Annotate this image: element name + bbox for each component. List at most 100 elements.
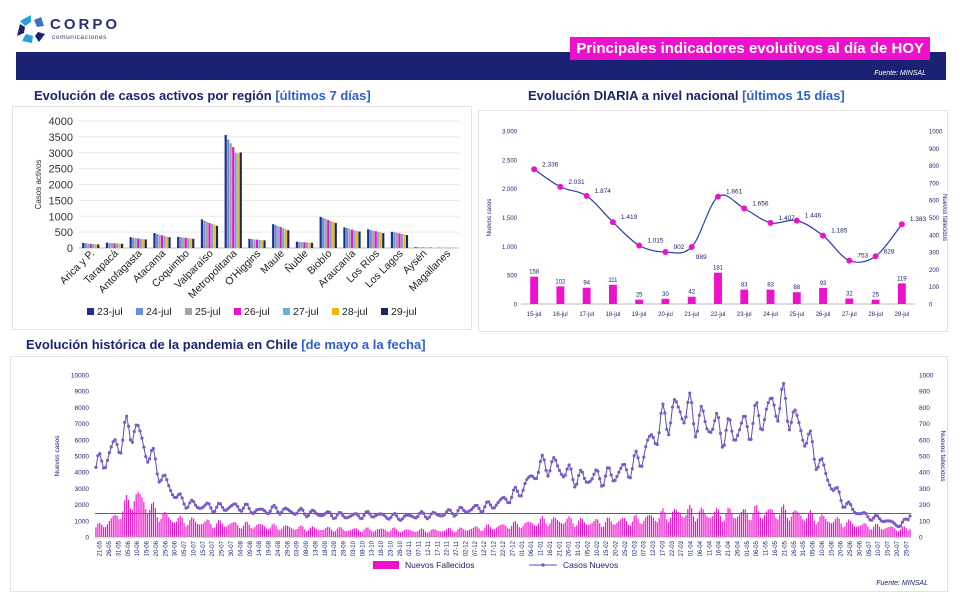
history-case-point (548, 469, 552, 473)
history-death-bar (694, 521, 697, 537)
history-death-bar (311, 526, 313, 537)
region-bar (358, 231, 361, 248)
history-death-bar (313, 527, 315, 537)
history-death-bar (396, 529, 398, 537)
region-title-accent: [últimos 7 días] (275, 88, 371, 103)
history-death-bar (482, 530, 484, 537)
history-case-point (534, 476, 539, 481)
history-death-bar (647, 515, 649, 537)
history-case-point (709, 430, 713, 434)
history-death-bar (524, 523, 526, 537)
history-death-bar (528, 521, 530, 537)
history-xtick-label: 22-11 (445, 540, 451, 556)
history-death-bar (819, 516, 821, 537)
history-y2tick-label: 0 (919, 535, 923, 542)
region-bar (382, 233, 385, 248)
history-death-bar (742, 509, 744, 537)
history-case-point (569, 467, 573, 471)
daily-case-point (583, 192, 590, 199)
region-legend-swatch (136, 308, 143, 315)
region-bar (417, 247, 420, 248)
history-death-bar (194, 521, 197, 537)
history-death-bar (779, 514, 781, 537)
history-case-point (107, 451, 111, 455)
history-case-point (760, 428, 765, 432)
history-case-point (149, 448, 154, 453)
history-case-point (849, 502, 853, 507)
history-death-bar (323, 529, 325, 537)
history-death-bar (834, 519, 836, 537)
history-death-bar (735, 518, 737, 537)
history-case-point (875, 514, 880, 518)
corpo-logo: CORPO comunicaciones (14, 12, 154, 48)
history-xtick-label: 15-07 (886, 540, 892, 556)
history-case-point (477, 506, 481, 511)
brand-name: CORPO (50, 16, 121, 33)
history-case-point (640, 464, 644, 468)
history-case-point (764, 407, 768, 411)
history-ytick-label: 3000 (75, 486, 90, 493)
history-death-bar (325, 528, 327, 537)
history-death-bar (206, 519, 208, 537)
region-bar (279, 227, 282, 248)
history-case-point (642, 455, 646, 459)
history-case-point (724, 428, 728, 432)
history-case-point (716, 416, 721, 420)
region-bar (232, 147, 235, 248)
history-death-bar (602, 526, 605, 537)
history-xtick-label: 27-12 (510, 540, 516, 556)
history-death-bar (436, 530, 438, 537)
daily-death-bar (661, 298, 670, 304)
history-case-point (513, 485, 518, 489)
daily-ytick-label: 1.000 (502, 245, 518, 251)
history-case-point (303, 512, 307, 516)
history-death-bar (426, 532, 428, 537)
region-bar (89, 243, 92, 248)
history-case-point (335, 513, 339, 517)
history-ytick-label: 8000 (75, 405, 90, 412)
history-death-bar (689, 504, 691, 537)
region-bar (263, 240, 266, 248)
history-death-bar (894, 528, 896, 537)
history-xtick-label: 26-05 (792, 540, 798, 556)
history-death-bar (95, 527, 97, 537)
history-death-bar (390, 530, 392, 537)
history-case-point (607, 466, 611, 470)
history-death-bar (901, 526, 903, 537)
history-xtick-label: 17-11 (435, 540, 441, 556)
history-death-bar (152, 502, 154, 537)
history-death-bar (729, 508, 731, 537)
history-death-bar (691, 508, 693, 537)
history-case-point (669, 421, 673, 425)
history-death-bar (806, 518, 808, 537)
history-death-bar (756, 505, 758, 537)
history-case-point (847, 500, 851, 504)
history-death-bar (392, 527, 394, 537)
history-death-bar (581, 519, 584, 537)
history-death-bar (308, 530, 310, 537)
region-legend-swatch (381, 308, 388, 315)
history-death-bar (110, 518, 112, 537)
history-death-bar (216, 523, 218, 537)
history-death-bar (731, 513, 733, 537)
history-xtick-label: 12-11 (426, 540, 432, 556)
region-ytick-label: 1500 (49, 195, 73, 207)
history-case-point (136, 423, 140, 428)
history-death-bar (478, 528, 480, 537)
region-bar (253, 239, 256, 248)
history-death-bar (712, 515, 714, 537)
daily-death-bar (740, 289, 749, 304)
region-bar (403, 234, 406, 248)
history-death-bar (696, 518, 698, 537)
history-death-bar (363, 529, 365, 537)
history-case-point (628, 476, 632, 480)
history-y2tick-label: 1000 (919, 373, 934, 380)
history-case-point (155, 472, 159, 476)
history-case-point (454, 513, 458, 517)
history-death-bar (861, 524, 863, 537)
history-death-bar (750, 520, 752, 537)
history-xtick-label: 05-07 (182, 540, 188, 556)
daily-death-label: 93 (820, 281, 827, 287)
history-death-bar (545, 523, 547, 537)
daily-death-label: 158 (529, 270, 540, 276)
